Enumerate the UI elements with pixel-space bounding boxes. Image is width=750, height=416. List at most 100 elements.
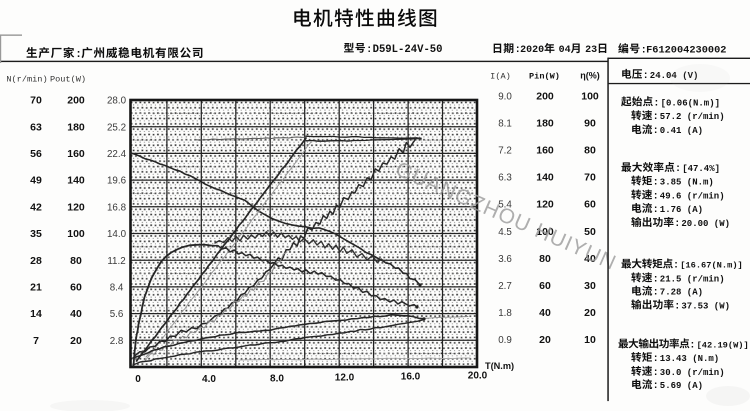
svg-text:T(N.m): T(N.m) [485, 361, 514, 371]
svg-text:8.1: 8.1 [498, 119, 512, 130]
svg-text:2.8: 2.8 [110, 336, 124, 347]
svg-text:28.0: 28.0 [107, 96, 127, 107]
svg-text:21.5 (r/min): 21.5 (r/min) [660, 274, 725, 284]
svg-text::: : [653, 288, 659, 299]
svg-text:80: 80 [70, 255, 82, 267]
svg-text::: : [641, 44, 647, 56]
svg-text:30.0 (r/min): 30.0 (r/min) [660, 368, 725, 378]
svg-text:[42.19(W)]: [42.19(W)] [697, 340, 749, 350]
svg-text:16.0: 16.0 [401, 372, 421, 383]
svg-text:20.00 (W): 20.00 (W) [681, 219, 730, 229]
svg-text:28: 28 [30, 255, 42, 267]
svg-text:0.9: 0.9 [498, 335, 512, 346]
svg-text:Pout(W): Pout(W) [50, 74, 86, 84]
svg-text:2020: 2020 [520, 45, 544, 56]
svg-text:35: 35 [30, 228, 42, 240]
svg-text:3.85 (N.m): 3.85 (N.m) [660, 178, 714, 188]
svg-text:22.4: 22.4 [107, 149, 127, 160]
svg-text::: : [653, 354, 659, 365]
svg-text:37.53 (W): 37.53 (W) [681, 301, 730, 311]
svg-text:10: 10 [584, 334, 596, 346]
svg-text:5.4: 5.4 [498, 200, 512, 211]
svg-text::: : [653, 274, 659, 285]
svg-text:9.0: 9.0 [498, 92, 512, 103]
svg-text:60: 60 [70, 282, 82, 294]
svg-text:13.43 (N.m): 13.43 (N.m) [660, 354, 719, 364]
svg-text:8.0: 8.0 [270, 374, 284, 385]
svg-text::: : [653, 98, 659, 109]
svg-text:7.2: 7.2 [498, 146, 512, 157]
svg-text:140: 140 [536, 172, 554, 184]
svg-text:57.2 (r/min): 57.2 (r/min) [660, 112, 725, 122]
svg-text:70: 70 [584, 172, 596, 184]
svg-text:6.3: 6.3 [498, 173, 512, 184]
svg-text::: : [653, 126, 659, 137]
svg-text:200: 200 [67, 95, 85, 107]
svg-text:20.0: 20.0 [468, 371, 488, 382]
svg-text:180: 180 [67, 121, 85, 133]
svg-text:4.0: 4.0 [202, 374, 216, 385]
svg-text:120: 120 [67, 201, 85, 213]
svg-text:24.04 (V): 24.04 (V) [650, 71, 699, 81]
svg-text:Pin(W): Pin(W) [529, 71, 560, 81]
svg-text:14.0: 14.0 [107, 229, 127, 240]
svg-text::: : [675, 164, 681, 175]
svg-text:3.6: 3.6 [498, 254, 512, 265]
svg-text:49: 49 [30, 175, 42, 187]
svg-text::: : [366, 44, 372, 56]
svg-text:25.2: 25.2 [107, 122, 126, 133]
svg-text::: : [653, 381, 659, 392]
svg-text:7.28 (A): 7.28 (A) [660, 288, 703, 298]
svg-text::: : [515, 44, 521, 56]
svg-text:160: 160 [67, 148, 85, 160]
svg-text:40: 40 [539, 307, 551, 319]
svg-text::: : [653, 112, 659, 123]
svg-text:19.6: 19.6 [107, 176, 127, 187]
svg-text:20: 20 [70, 335, 82, 347]
svg-text:[0.06(N.m)]: [0.06(N.m)] [661, 98, 720, 108]
svg-text:160: 160 [536, 145, 554, 157]
svg-text:[47.4%]: [47.4%] [682, 164, 720, 174]
svg-text:5.6: 5.6 [110, 309, 124, 320]
svg-text:180: 180 [536, 118, 554, 130]
svg-text:90: 90 [584, 118, 596, 130]
svg-text:40: 40 [584, 253, 596, 265]
svg-text::: : [653, 178, 659, 189]
svg-text:12.0: 12.0 [335, 373, 355, 384]
svg-text:70: 70 [30, 95, 42, 107]
svg-text:40: 40 [70, 308, 82, 320]
svg-text:21: 21 [30, 282, 42, 294]
svg-text:0: 0 [135, 374, 141, 385]
svg-text:80: 80 [539, 253, 551, 265]
svg-text:0.41 (A): 0.41 (A) [660, 126, 703, 136]
svg-text::: : [674, 219, 680, 230]
svg-text:60: 60 [584, 199, 596, 211]
svg-text:F612004230002: F612004230002 [646, 44, 726, 56]
svg-text::: : [75, 49, 82, 61]
svg-text::: : [653, 368, 659, 379]
svg-text::: : [653, 205, 659, 216]
svg-text:20: 20 [584, 307, 596, 319]
svg-text:100: 100 [67, 228, 85, 240]
svg-text:49.6 (r/min): 49.6 (r/min) [660, 192, 725, 202]
svg-text:1.8: 1.8 [498, 308, 512, 319]
svg-text:63: 63 [30, 121, 42, 133]
svg-text:[16.67(N.m)]: [16.67(N.m)] [680, 261, 743, 271]
svg-text:120: 120 [536, 199, 554, 211]
svg-text:N(r/min): N(r/min) [6, 74, 47, 84]
svg-text::: : [653, 192, 659, 203]
svg-text:14: 14 [30, 308, 42, 320]
svg-text:D59L-24V-50: D59L-24V-50 [373, 44, 443, 56]
svg-text:42: 42 [30, 201, 42, 213]
svg-text:30: 30 [584, 280, 596, 292]
svg-text:23: 23 [585, 45, 597, 56]
svg-text:11.2: 11.2 [107, 256, 125, 267]
svg-text:56: 56 [30, 148, 42, 160]
svg-text:100: 100 [581, 91, 599, 103]
svg-text:200: 200 [536, 91, 554, 103]
svg-text::: : [674, 301, 680, 312]
svg-text:100: 100 [536, 226, 554, 238]
svg-text:η(%): η(%) [580, 70, 600, 80]
svg-text:1.76 (A): 1.76 (A) [660, 205, 703, 215]
svg-text::: : [689, 340, 695, 351]
